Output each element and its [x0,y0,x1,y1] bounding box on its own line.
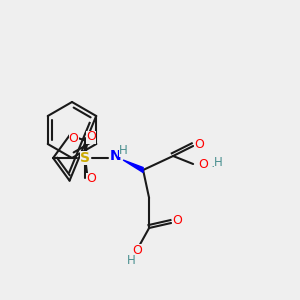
Polygon shape [123,160,143,172]
Text: O: O [86,130,96,143]
Text: O: O [86,172,96,185]
Text: O: O [69,132,79,145]
Text: -: - [211,161,215,171]
Text: H: H [127,254,136,266]
Text: H: H [214,157,223,169]
Text: O: O [198,158,208,170]
Text: O: O [132,244,142,256]
Text: O: O [194,137,204,151]
Text: S: S [80,151,90,165]
Text: O: O [172,214,182,227]
Text: H: H [119,143,128,157]
Text: N: N [109,149,121,163]
